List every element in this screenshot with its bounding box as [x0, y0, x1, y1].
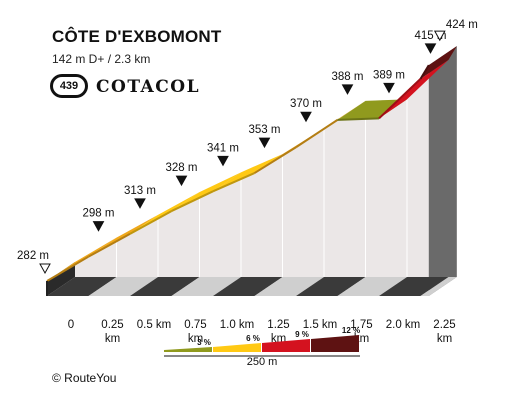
x-tick-label: 0.5 km [137, 319, 172, 331]
scale-label: 250 m [247, 356, 278, 368]
x-tick-label: km [437, 333, 452, 345]
legend-label: 12 % [342, 326, 360, 335]
legend-label: 9 % [295, 330, 309, 339]
legend-swatch [164, 347, 212, 352]
x-tick-label: 1.0 km [220, 319, 255, 331]
chart-title: CÔTE D'EXBOMONT [52, 27, 222, 46]
x-tick-label: 1.25 [267, 319, 289, 331]
base-segment [296, 277, 366, 296]
base-segment [130, 277, 200, 296]
credit-text: © RouteYou [52, 371, 117, 385]
elevation-label: 388 m [332, 71, 364, 83]
cotacol-number: 439 [59, 80, 79, 92]
slope-segment [337, 99, 407, 120]
slope-edge [419, 64, 430, 80]
filled-marker-icon [383, 82, 395, 94]
filled-marker-icon [258, 137, 271, 149]
legend-swatch [213, 343, 261, 352]
filled-marker-icon [341, 84, 354, 95]
x-tick-label: km [105, 333, 120, 345]
open-marker-icon [39, 263, 51, 275]
slope-segment [213, 154, 283, 192]
elevation-label: 353 m [249, 124, 281, 136]
filled-marker-icon [175, 175, 188, 187]
chart-subtitle: 142 m D+ / 2.3 km [52, 52, 151, 66]
base-segment [47, 277, 117, 296]
x-tick-label: 1.5 km [303, 319, 338, 331]
elevation-label: 341 m [207, 142, 239, 154]
slope-edge [295, 119, 339, 149]
filled-marker-icon [300, 111, 312, 123]
base-segment [213, 277, 283, 296]
elevation-label: 370 m [290, 98, 322, 110]
cotacol-brand: COTACOL [96, 77, 201, 97]
x-tick-label: 1.75 [350, 319, 372, 331]
profile-end-face [428, 46, 457, 296]
cotacol-badge: 439 [50, 74, 88, 98]
filled-marker-icon [134, 198, 146, 209]
slope-segment [171, 172, 241, 212]
elevation-label: 328 m [166, 162, 198, 174]
x-tick-label: 0 [68, 319, 74, 331]
elevation-label: 282 m [17, 250, 49, 262]
x-tick-label: 0.75 [184, 319, 206, 331]
slope-edge [253, 146, 297, 174]
legend-label: 6 % [246, 334, 260, 343]
x-tick-label: km [188, 333, 203, 345]
base-segment [337, 277, 407, 296]
slope-edge [212, 172, 255, 193]
slope-edge [171, 190, 214, 212]
open-marker-icon [433, 30, 446, 42]
legend-swatch [262, 339, 310, 352]
x-tick-label: 2.25 [433, 319, 455, 331]
base-segment [254, 277, 324, 296]
slope-edge [337, 117, 380, 121]
base-segment [171, 277, 241, 296]
elevation-label: 298 m [83, 208, 115, 220]
legend-label: 3 % [197, 338, 211, 347]
base-segment [379, 277, 449, 296]
filled-marker-icon [92, 221, 105, 232]
slope-edge [378, 78, 422, 120]
slope-edge [88, 233, 131, 258]
slope-edge [46, 255, 90, 282]
profile-start-face [47, 262, 75, 296]
filled-marker-icon [217, 155, 229, 167]
filled-marker-icon [424, 43, 437, 54]
slope-segment [420, 46, 457, 79]
elevation-label: 313 m [124, 185, 156, 197]
x-tick-label: 2.0 km [386, 319, 421, 331]
base-segment [420, 277, 457, 296]
elevation-label: 389 m [373, 69, 405, 81]
slope-segment [379, 59, 449, 119]
elevation-label: 424 m [446, 19, 478, 31]
legend-swatch [311, 335, 359, 352]
x-tick-label: 0.25 [101, 319, 123, 331]
slope-edge [129, 210, 172, 235]
base-segment [88, 277, 158, 296]
